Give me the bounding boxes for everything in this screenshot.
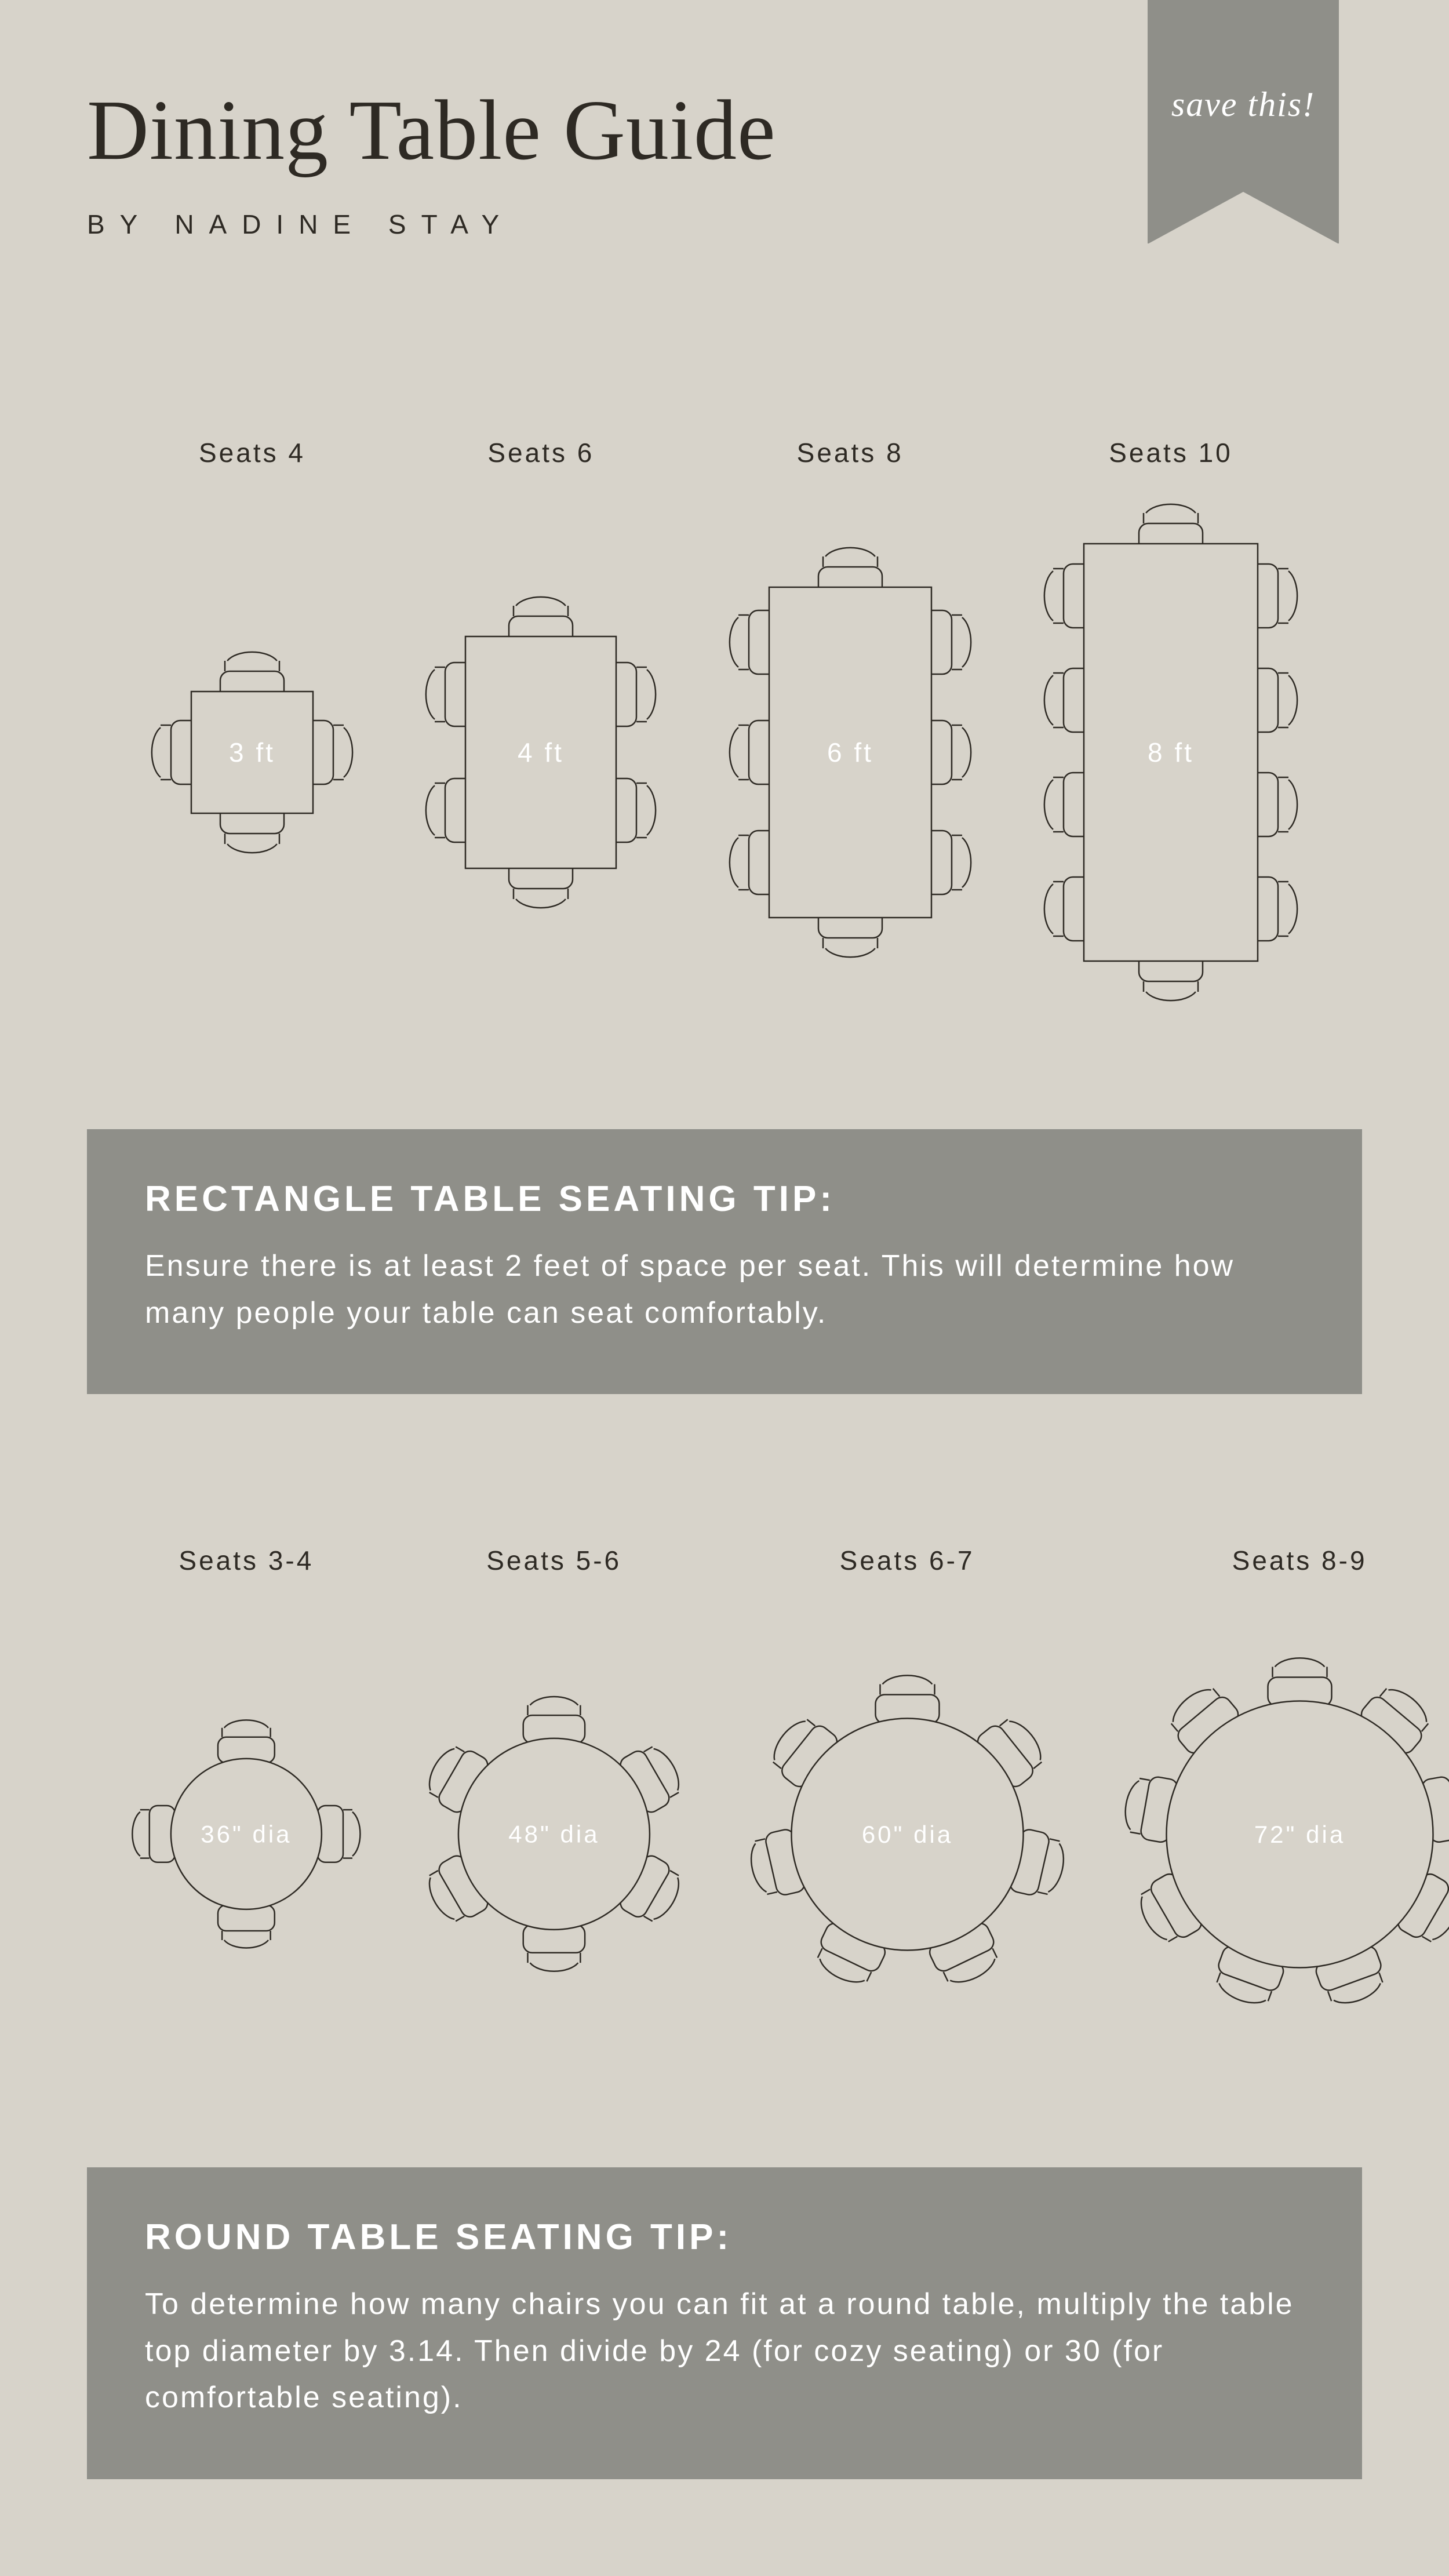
round-tables-row: Seats 3-4 36" dia Seats 5-6	[87, 1545, 1362, 2022]
round-table-label: Seats 6-7	[720, 1545, 1095, 1576]
round-table-label: Seats 5-6	[388, 1545, 720, 1576]
rect-table-item: Seats 8	[700, 437, 1001, 984]
round-table-diagram: 60" dia	[720, 1646, 1095, 2022]
rectangle-tip-body: Ensure there is at least 2 feet of space…	[145, 1243, 1304, 1336]
round-table-label: Seats 3-4	[104, 1545, 388, 1576]
rectangle-tip-box: RECTANGLE TABLE SEATING TIP: Ensure ther…	[87, 1129, 1362, 1394]
round-tip-box: ROUND TABLE SEATING TIP: To determine ho…	[87, 2167, 1362, 2479]
rect-table-item: Seats 10	[1014, 437, 1327, 984]
rect-table-dimension: 4 ft	[518, 737, 564, 767]
round-tip-body: To determine how many chairs you can fit…	[145, 2281, 1304, 2421]
rect-table-label: Seats 4	[122, 437, 383, 468]
round-table-item: Seats 6-7 60" dia	[720, 1545, 1095, 2022]
rectangle-tip-title: RECTANGLE TABLE SEATING TIP:	[145, 1178, 1304, 1220]
rect-table-label: Seats 8	[700, 437, 1001, 468]
rectangle-tables-row: Seats 4 3 ft Seats 6	[87, 437, 1362, 984]
round-table-diagram: 36" dia	[104, 1646, 388, 2022]
round-table-diagram: 48" dia	[388, 1646, 720, 2022]
round-tip-title: ROUND TABLE SEATING TIP:	[145, 2217, 1304, 2258]
rect-table-diagram: 8 ft	[1014, 521, 1327, 984]
rect-table-diagram: 3 ft	[122, 521, 383, 984]
round-table-dimension: 36" dia	[201, 1821, 292, 1848]
ribbon-text: save this!	[1171, 85, 1315, 125]
rect-table-dimension: 6 ft	[827, 737, 873, 767]
rect-table-diagram: 6 ft	[700, 521, 1001, 984]
round-table-item: Seats 8-9	[1095, 1545, 1449, 2022]
rect-table-item: Seats 6 4 ft	[396, 437, 686, 984]
save-ribbon: save this!	[1148, 0, 1339, 243]
rect-table-dimension: 3 ft	[229, 737, 275, 767]
round-table-item: Seats 3-4 36" dia	[104, 1545, 388, 2022]
rect-table-label: Seats 10	[1014, 437, 1327, 468]
rect-table-item: Seats 4 3 ft	[122, 437, 383, 984]
round-table-diagram: 72" dia	[1095, 1646, 1449, 2022]
round-table-dimension: 72" dia	[1254, 1821, 1345, 1848]
rect-table-dimension: 8 ft	[1148, 737, 1194, 767]
round-table-label: Seats 8-9	[1095, 1545, 1449, 1576]
round-table-dimension: 48" dia	[508, 1821, 599, 1848]
rect-table-diagram: 4 ft	[396, 521, 686, 984]
round-table-item: Seats 5-6 48" dia	[388, 1545, 720, 2022]
round-table-dimension: 60" dia	[861, 1821, 952, 1848]
rect-table-label: Seats 6	[396, 437, 686, 468]
